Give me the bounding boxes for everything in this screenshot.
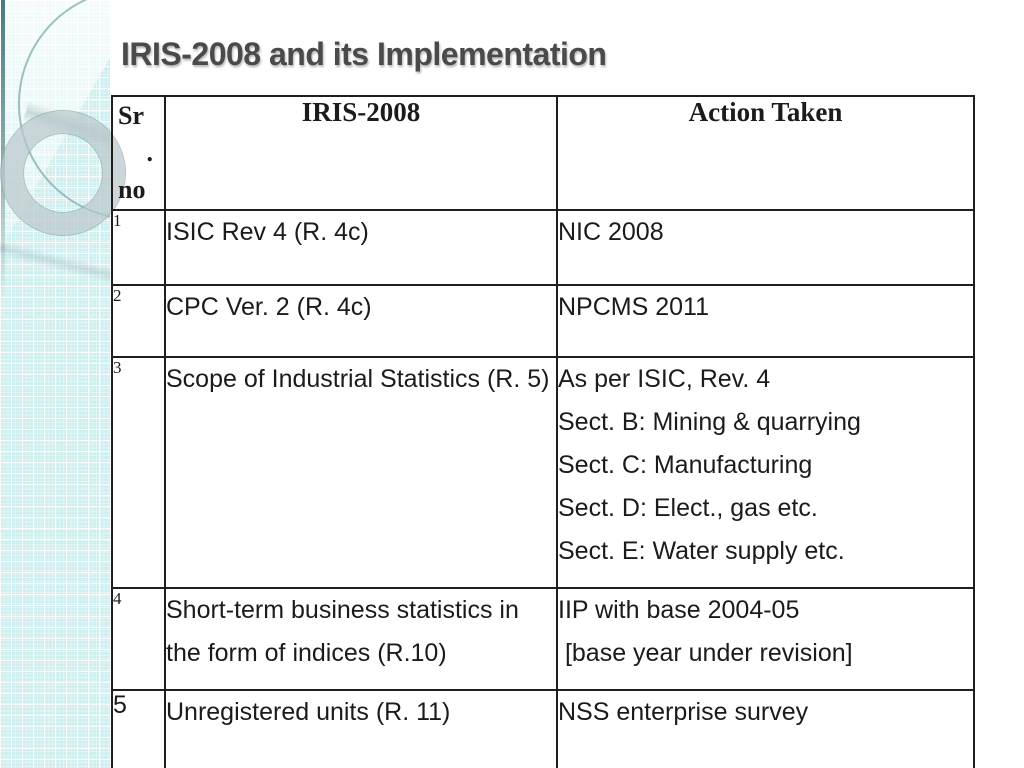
iris-cell: CPC Ver. 2 (R. 4c) <box>164 284 558 358</box>
action-cell: NSS enterprise survey <box>556 689 975 768</box>
table-row: 3 Scope of Industrial Statistics (R. 5) As… <box>111 356 975 589</box>
table-row: 1 ISIC Rev 4 (R. 4c) NIC 2008 <box>111 209 975 286</box>
decorative-streak <box>0 238 110 286</box>
table-header-row: Sr . no IRIS-2008 Action Taken <box>111 95 975 211</box>
decorative-ring <box>1 111 125 235</box>
iris-cell: Short-term business statistics in the fo… <box>164 587 558 691</box>
header-srno-line: Sr <box>118 101 144 130</box>
action-cell: As per ISIC, Rev. 4 Sect. B: Mining & qua… <box>556 356 975 589</box>
action-cell: IIP with base 2004-05 [base year under r… <box>556 587 975 691</box>
iris-cell: Scope of Industrial Statistics (R. 5) <box>164 356 558 589</box>
action-line: Sect. D: Elect., gas etc. <box>558 494 818 522</box>
action-line: Sect. B: Mining & quarrying <box>558 408 861 436</box>
table-row: 5 Unregistered units (R. 11) NSS enterpris… <box>111 689 975 768</box>
table-body: 1 ISIC Rev 4 (R. 4c) NIC 2008 2 CPC Ver. 2 (… <box>111 209 975 768</box>
row-number-cell: 1 <box>111 209 166 286</box>
action-cell: NIC 2008 <box>556 209 975 286</box>
accent-bar <box>1 0 5 300</box>
action-line: Sect. C: Manufacturing <box>558 451 813 479</box>
header-cell-action: Action Taken <box>556 95 975 211</box>
action-line: [base year under revision] <box>558 639 853 667</box>
action-line: NIC 2008 <box>558 218 664 246</box>
iris-cell: ISIC Rev 4 (R. 4c) <box>164 209 558 286</box>
page-title: IRIS-2008 and its Implementation <box>121 36 607 72</box>
row-number-cell: 3 <box>111 356 166 589</box>
action-line: IIP with base 2004-05 <box>558 596 800 624</box>
action-cell: NPCMS 2011 <box>556 284 975 358</box>
action-line: As per ISIC, Rev. 4 <box>558 365 771 393</box>
iris-cell: Unregistered units (R. 11) <box>164 689 558 768</box>
header-cell-srno: Sr . no <box>111 95 166 211</box>
row-number-cell: 4 <box>111 587 166 691</box>
header-cell-iris: IRIS-2008 <box>164 95 558 211</box>
header-srno-line: . <box>146 138 154 167</box>
iris-implementation-table: Sr . no IRIS-2008 Action Taken 1 ISIC Rev… <box>111 95 975 768</box>
row-number-cell: 5 <box>111 689 166 768</box>
row-number-cell: 2 <box>111 284 166 358</box>
table-row: 4 Short-term business statistics in the f… <box>111 587 975 691</box>
action-line: NSS enterprise survey <box>558 698 809 726</box>
header-srno-line: no <box>118 175 146 204</box>
action-line: NPCMS 2011 <box>558 293 709 321</box>
action-line: Sect. E: Water supply etc. <box>558 537 845 565</box>
table-row: 2 CPC Ver. 2 (R. 4c) NPCMS 2011 <box>111 284 975 358</box>
